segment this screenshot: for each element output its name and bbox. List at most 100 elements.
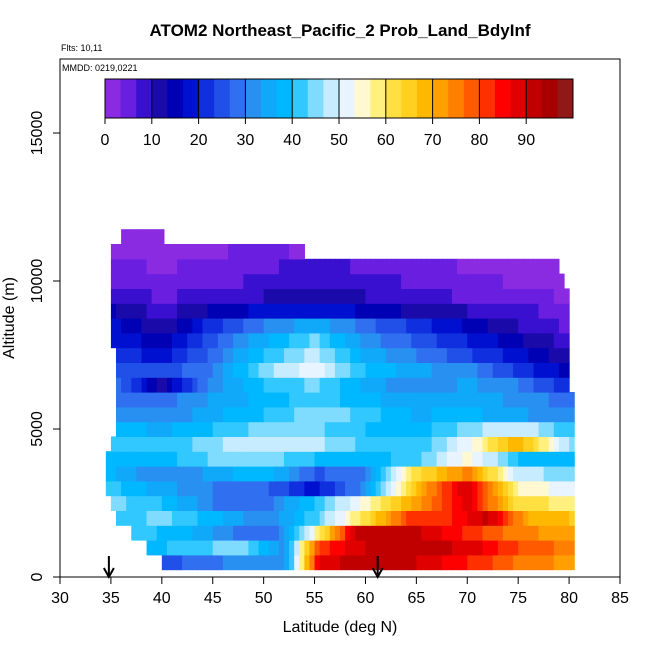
heatmap-cell — [482, 392, 489, 408]
heatmap-cell — [116, 466, 122, 482]
heatmap-cell — [131, 451, 137, 467]
heatmap-cell — [156, 421, 163, 437]
heatmap-cell — [233, 332, 239, 349]
heatmap-cell — [446, 288, 453, 304]
heatmap-cell — [477, 318, 484, 334]
heatmap-cell — [543, 362, 550, 378]
heatmap-cell — [156, 332, 163, 349]
heatmap-cell — [421, 392, 428, 408]
heatmap-cell — [126, 480, 132, 497]
heatmap-cell — [141, 451, 148, 467]
heatmap-cell — [268, 436, 275, 452]
heatmap-cell — [278, 466, 285, 482]
heatmap-cell — [406, 480, 412, 497]
heatmap-cell — [233, 436, 239, 452]
heatmap-cell — [431, 362, 438, 378]
heatmap-cell — [141, 495, 148, 511]
heatmap-cell — [192, 421, 199, 437]
heatmap-cell — [508, 466, 514, 482]
heatmap-cell — [304, 392, 311, 408]
heatmap-cell — [319, 406, 326, 423]
heatmap-cell — [187, 318, 193, 334]
heatmap-cell — [497, 288, 504, 304]
heatmap-cell — [350, 258, 356, 275]
heatmap-cell — [533, 318, 540, 334]
heatmap-cell — [187, 525, 193, 541]
heatmap-cell — [375, 377, 382, 393]
heatmap-cell — [360, 392, 367, 408]
heatmap-cell — [319, 421, 326, 437]
heatmap-cell — [487, 540, 494, 556]
heatmap-cell — [421, 406, 428, 423]
heatmap-cell — [258, 258, 265, 275]
heatmap-cell — [492, 303, 499, 319]
heatmap-cell — [457, 332, 463, 349]
heatmap-cell — [370, 406, 377, 423]
heatmap-cell — [533, 495, 540, 511]
heatmap-cell — [248, 466, 255, 482]
heatmap-cell — [508, 421, 514, 437]
heatmap-cell — [172, 525, 178, 541]
heatmap-cell — [533, 347, 540, 363]
heatmap-cell — [243, 318, 249, 334]
heatmap-cell — [329, 347, 336, 363]
heatmap-cell — [314, 377, 321, 393]
heatmap-cell — [355, 377, 361, 393]
heatmap-cell — [161, 495, 168, 511]
heatmap-cell — [426, 377, 433, 393]
heatmap-cell — [238, 273, 244, 289]
heatmap-cell — [457, 377, 463, 393]
heatmap-cell — [116, 406, 122, 423]
heatmap-cell — [329, 303, 336, 319]
heatmap-cell — [502, 258, 509, 275]
heatmap-cell — [141, 318, 148, 334]
heatmap-cell — [233, 480, 239, 497]
heatmap-cell — [340, 392, 346, 408]
heatmap-cell — [452, 303, 458, 319]
colorbar-segment — [354, 79, 371, 118]
heatmap-cell — [538, 480, 545, 497]
heatmap-cell — [426, 466, 433, 482]
heatmap-cell — [370, 332, 377, 349]
heatmap-cell — [457, 495, 463, 511]
heatmap-cell — [370, 288, 377, 304]
heatmap-cell — [217, 540, 224, 556]
heatmap-cell — [187, 451, 193, 467]
heatmap-cell — [217, 318, 224, 334]
heatmap-cell — [390, 362, 397, 378]
heatmap-cell — [390, 480, 397, 497]
heatmap-cell — [396, 318, 402, 334]
heatmap-cell — [365, 466, 372, 482]
heatmap-cell — [380, 332, 387, 349]
heatmap-cell — [487, 392, 494, 408]
heatmap-cell — [345, 288, 351, 304]
heatmap-cell — [487, 273, 494, 289]
heatmap-cell — [121, 421, 127, 437]
heatmap-cell — [492, 332, 499, 349]
heatmap-cell — [385, 436, 392, 452]
heatmap-cell — [248, 377, 255, 393]
heatmap-cell — [177, 421, 183, 437]
heatmap-cell — [345, 347, 351, 363]
heatmap-cell — [131, 480, 137, 497]
heatmap-cell — [156, 258, 163, 275]
heatmap-cell — [492, 525, 499, 541]
heatmap-cell — [528, 421, 535, 437]
heatmap-cell — [523, 495, 529, 511]
heatmap-cell — [350, 540, 356, 556]
heatmap-cell — [166, 495, 173, 511]
heatmap-cell — [258, 525, 265, 541]
heatmap-cell — [136, 332, 143, 349]
heatmap-cell — [421, 540, 428, 556]
heatmap-cell — [508, 258, 514, 275]
heatmap-cell — [431, 377, 438, 393]
heatmap-cell — [258, 466, 265, 482]
heatmap-cell — [228, 495, 234, 511]
heatmap-cell — [309, 495, 316, 511]
heatmap-cell — [116, 288, 122, 304]
heatmap-cell — [355, 525, 361, 541]
heatmap-cell — [126, 303, 132, 319]
heatmap-cell — [182, 392, 188, 408]
heatmap-cell — [284, 451, 290, 467]
heatmap-cell — [553, 510, 560, 526]
